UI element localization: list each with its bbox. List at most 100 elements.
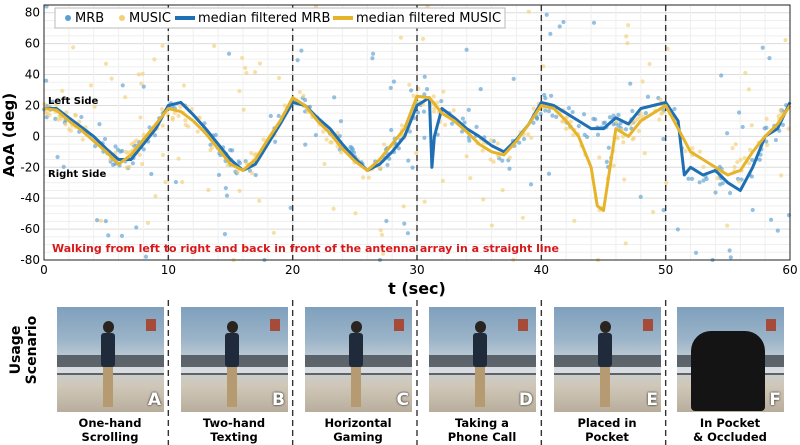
music-point: [571, 133, 576, 138]
mrb-point: [402, 221, 407, 226]
mrb-point: [389, 127, 394, 133]
mrb-point: [55, 154, 60, 160]
music-point: [526, 9, 531, 14]
mrb-point: [725, 131, 730, 136]
mrb-point: [693, 250, 699, 255]
legend-marker-mrb: [65, 15, 71, 21]
mrb-point: [237, 161, 243, 166]
music-point: [134, 138, 139, 143]
music-point: [242, 244, 247, 249]
music-point: [137, 152, 142, 157]
music-point: [178, 105, 183, 110]
mrb-point: [727, 248, 732, 253]
mrb-point: [350, 147, 356, 152]
music-point: [67, 127, 72, 132]
music-point: [659, 111, 664, 116]
mrb-point: [370, 56, 375, 61]
music-point: [715, 176, 720, 181]
mrb-point: [576, 123, 581, 129]
music-point: [683, 148, 688, 154]
music-point: [321, 129, 326, 134]
music-point: [139, 161, 145, 167]
mrb-point: [295, 58, 300, 63]
music-point: [249, 151, 254, 156]
music-point: [411, 93, 416, 98]
music-point: [329, 140, 334, 145]
music-point: [636, 128, 641, 134]
mrb-point: [686, 176, 691, 181]
music-point: [464, 154, 469, 159]
mrb-point: [507, 166, 512, 171]
x-tick-label: 30: [409, 263, 424, 277]
music-point: [778, 108, 783, 113]
music-point: [73, 112, 78, 118]
mrb-point: [466, 107, 471, 112]
music-point: [181, 83, 187, 88]
music-point: [568, 119, 573, 124]
photo-b: B: [181, 307, 288, 412]
music-point: [60, 88, 65, 93]
music-point: [153, 194, 158, 199]
mrb-point: [591, 20, 597, 25]
music-point: [640, 79, 645, 84]
x-tick-label: 20: [285, 263, 300, 277]
music-point: [507, 155, 512, 160]
y-tick-label: -20: [20, 160, 40, 174]
music-point: [650, 209, 656, 215]
mrb-point: [119, 233, 125, 238]
mrb-point: [616, 112, 621, 117]
music-point: [746, 87, 752, 92]
music-point: [623, 241, 628, 246]
music-point: [54, 102, 59, 108]
music-point: [195, 129, 200, 134]
music-point: [378, 228, 383, 233]
music-point: [495, 141, 500, 146]
mrb-point: [675, 227, 680, 232]
mrb-point: [226, 51, 232, 56]
y-tick-label: 20: [25, 98, 40, 112]
music-point: [737, 179, 742, 184]
music-point: [697, 149, 702, 154]
mrb-point: [61, 164, 66, 169]
music-point: [783, 37, 788, 43]
music-point: [690, 146, 695, 151]
music-point: [440, 178, 445, 183]
music-point: [398, 35, 404, 40]
music-point: [742, 155, 747, 161]
music-point: [621, 140, 626, 145]
music-point: [257, 198, 262, 203]
music-point: [489, 223, 494, 228]
walking-annotation: Walking from left to right and back in f…: [52, 242, 559, 255]
legend-median-music: median filtered MUSIC: [356, 11, 501, 26]
music-point: [186, 124, 191, 129]
music-point: [657, 117, 662, 122]
mrb-point: [409, 88, 414, 93]
music-point: [468, 175, 473, 181]
photo-letter: E: [646, 390, 658, 410]
music-point: [282, 103, 287, 108]
legend: MRB MUSIC median filtered MRB median fil…: [54, 7, 506, 29]
music-point: [63, 122, 68, 127]
caption-d: Taking a Phone Call: [447, 416, 517, 444]
music-point: [382, 142, 387, 147]
mrb-point: [542, 92, 547, 98]
music-point: [526, 132, 531, 137]
mrb-point: [517, 140, 522, 145]
music-point: [180, 179, 185, 185]
y-tick-label: 80: [25, 6, 40, 20]
mrb-point: [500, 158, 505, 163]
photo-f: F: [677, 307, 784, 412]
mrb-point: [338, 119, 344, 124]
mrb-point: [79, 114, 84, 120]
mrb-point: [467, 138, 472, 143]
mrb-point: [288, 205, 293, 210]
music-point: [138, 115, 143, 120]
music-point: [779, 173, 784, 178]
mrb-point: [460, 116, 465, 121]
mrb-point: [645, 94, 651, 99]
music-point: [520, 215, 525, 220]
caption-a: One-hand Scrolling: [78, 416, 142, 444]
caption-c: Horizontal Gaming: [324, 416, 392, 444]
mrb-point: [253, 172, 258, 178]
caption-f: In Pocket & Occluded: [693, 416, 767, 444]
